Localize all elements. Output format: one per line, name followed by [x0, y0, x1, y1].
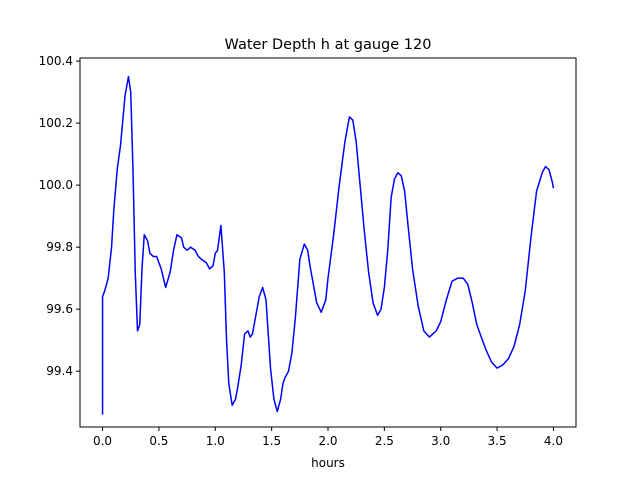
y-axis: 99.4 99.6 99.8 100.0 100.2 100.4	[39, 54, 80, 378]
x-axis-label: hours	[311, 456, 345, 470]
x-tick-label: 3.0	[431, 434, 450, 448]
x-axis: 0.0 0.5 1.0 1.5 2.0 2.5 3.0 3.5 4.0	[93, 427, 563, 448]
y-tick-label: 99.4	[46, 364, 73, 378]
y-tick-label: 100.2	[39, 116, 73, 130]
chart-title: Water Depth h at gauge 120	[225, 37, 432, 53]
y-tick-label: 100.4	[39, 54, 73, 68]
x-tick-label: 3.5	[488, 434, 507, 448]
y-tick-label: 99.8	[46, 240, 73, 254]
x-tick-label: 1.0	[206, 434, 225, 448]
x-tick-label: 2.5	[375, 434, 394, 448]
series-line-1	[101, 75, 555, 415]
x-tick-label: 0.5	[149, 434, 168, 448]
x-tick-label: 0.0	[93, 434, 112, 448]
plot-frame	[79, 57, 577, 428]
x-tick-label: 4.0	[544, 434, 563, 448]
plot-area	[101, 75, 555, 415]
y-tick-label: 100.0	[39, 178, 73, 192]
y-tick-label: 99.6	[46, 302, 73, 316]
x-tick-label: 2.0	[318, 434, 337, 448]
x-tick-label: 1.5	[262, 434, 281, 448]
